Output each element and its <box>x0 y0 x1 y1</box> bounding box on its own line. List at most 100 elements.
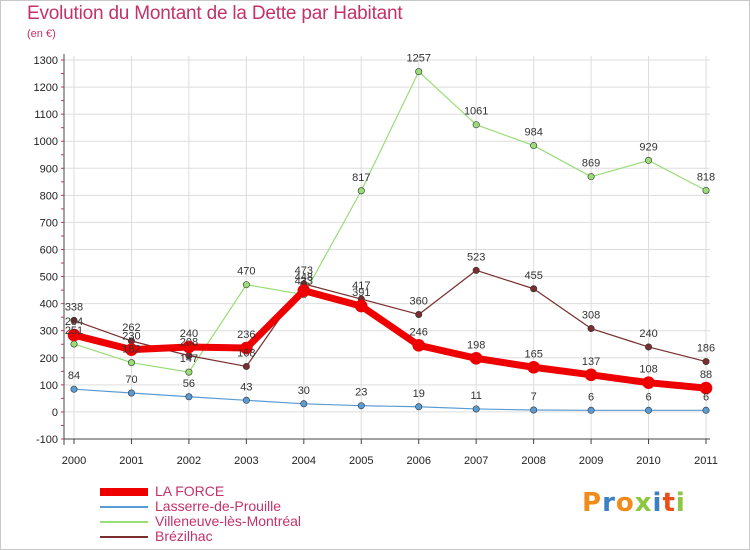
data-point-lasserre-de-prouille <box>242 396 250 404</box>
data-label-villeneuve-les-montreal: 147 <box>180 353 198 365</box>
series-line-la-force <box>70 287 710 392</box>
data-point-lasserre-de-prouille <box>70 385 78 393</box>
data-label-lasserre-de-prouille: 23 <box>355 387 367 399</box>
data-point-villeneuve-les-montreal <box>645 156 653 164</box>
data-point-villeneuve-les-montreal <box>242 281 250 289</box>
data-label-la-force: 240 <box>180 328 198 340</box>
data-label-villeneuve-les-montreal: 818 <box>697 171 715 183</box>
data-label-villeneuve-les-montreal: 1061 <box>464 106 488 118</box>
data-label-la-force: 230 <box>122 331 140 343</box>
data-point-la-force <box>67 328 81 342</box>
data-point-lasserre-de-prouille <box>530 406 538 414</box>
x-tick-label: 2007 <box>464 455 488 467</box>
data-label-villeneuve-les-montreal: 470 <box>237 266 255 278</box>
logo-letter: r <box>602 488 616 518</box>
legend-item-villeneuve-les-montreal: Villeneuve-lès-Montréal <box>100 514 430 529</box>
logo-letter: o <box>615 488 635 518</box>
legend-label: Villeneuve-lès-Montréal <box>155 513 302 529</box>
data-label-brezilhac: 473 <box>295 265 313 277</box>
x-tick-label: 2006 <box>406 455 430 467</box>
legend-swatch <box>100 487 148 496</box>
y-tick-label: 700 <box>40 217 58 229</box>
data-label-brezilhac: 262 <box>122 322 140 334</box>
data-label-villeneuve-les-montreal: 984 <box>524 127 542 139</box>
data-label-brezilhac: 168 <box>237 347 255 359</box>
data-point-villeneuve-les-montreal <box>530 142 538 150</box>
data-label-lasserre-de-prouille: 43 <box>240 381 252 393</box>
data-point-brezilhac <box>415 310 423 318</box>
proxiti-logo: Proxiti <box>582 488 686 518</box>
legend-item-brezilhac: Brézilhac <box>100 529 430 544</box>
logo-letter: P <box>582 488 603 518</box>
data-label-villeneuve-les-montreal: 929 <box>639 141 657 153</box>
series-layer <box>67 68 713 414</box>
grid <box>64 56 710 440</box>
data-labels-layer: 84 70 56 43 30 23 19 11 7 6 6 6 251 182 147 470 433 817 12… <box>65 53 715 404</box>
data-point-la-force <box>699 381 713 395</box>
y-tick-label: 0 <box>52 407 58 419</box>
data-point-brezilhac <box>587 325 595 333</box>
chart-title: Evolution du Montant de la Dette par Hab… <box>27 3 403 24</box>
data-point-villeneuve-les-montreal <box>185 368 193 376</box>
data-point-la-force <box>642 376 655 389</box>
data-label-brezilhac: 338 <box>65 301 83 313</box>
legend-item-lasserre-de-prouille: Lasserre-de-Prouille <box>100 499 430 514</box>
logo-letter: t <box>662 488 676 518</box>
data-label-lasserre-de-prouille: 70 <box>125 374 137 386</box>
data-label-la-force: 165 <box>524 348 542 360</box>
legend-label: LA FORCE <box>155 483 225 499</box>
y-tick-label: 100 <box>40 380 58 392</box>
y-tick-label: 1100 <box>34 109 58 121</box>
data-point-villeneuve-les-montreal <box>127 359 135 367</box>
y-axis-ticks: -100 0 100 200 300 400 500 600 700 800 900 1000 1100… <box>34 55 58 446</box>
data-label-la-force: 108 <box>639 364 657 376</box>
data-label-la-force: 448 <box>295 272 313 284</box>
data-label-brezilhac: 308 <box>582 310 600 322</box>
data-point-la-force <box>240 341 253 355</box>
data-label-la-force: 198 <box>467 339 485 351</box>
data-point-lasserre-de-prouille <box>300 400 308 408</box>
data-point-lasserre-de-prouille <box>127 389 135 397</box>
y-tick-label: 1300 <box>34 55 58 67</box>
data-point-lasserre-de-prouille <box>645 406 653 414</box>
logo-letter: x <box>634 488 653 518</box>
data-point-la-force <box>584 368 598 382</box>
data-label-la-force: 246 <box>410 326 428 338</box>
x-tick-label: 2005 <box>349 455 373 467</box>
data-point-brezilhac <box>70 316 78 324</box>
data-label-villeneuve-les-montreal: 182 <box>122 344 140 356</box>
series-line-brezilhac <box>73 269 707 368</box>
data-point-brezilhac <box>242 362 250 370</box>
data-point-lasserre-de-prouille <box>415 403 423 411</box>
data-point-lasserre-de-prouille <box>185 393 193 401</box>
legend: LA FORCE Lasserre-de-Prouille Villeneuve-l… <box>100 484 430 544</box>
data-label-la-force: 391 <box>352 287 370 299</box>
x-tick-label: 2002 <box>177 455 201 467</box>
series-line-lasserre-de-prouille <box>73 388 707 411</box>
data-label-lasserre-de-prouille: 6 <box>588 391 594 403</box>
y-tick-label: 500 <box>40 272 58 284</box>
axes <box>61 54 710 445</box>
data-point-la-force <box>469 352 483 365</box>
data-point-la-force <box>354 299 368 313</box>
data-label-lasserre-de-prouille: 84 <box>68 370 80 382</box>
x-axis-ticks: 2000 2001 2002 2003 2004 2005 2006 2007 2008 2009… <box>62 439 718 467</box>
data-point-la-force <box>182 340 196 354</box>
data-point-villeneuve-les-montreal <box>415 68 423 76</box>
y-tick-label: 1000 <box>34 136 58 148</box>
legend-item-la-force: LA FORCE <box>100 484 430 499</box>
data-point-brezilhac <box>702 358 710 366</box>
data-label-villeneuve-les-montreal: 1257 <box>406 53 430 65</box>
data-label-la-force: 88 <box>700 369 712 381</box>
y-tick-label: 400 <box>40 299 58 311</box>
data-label-lasserre-de-prouille: 30 <box>298 385 310 397</box>
y-tick-label: 300 <box>40 326 58 338</box>
data-point-la-force <box>527 360 540 374</box>
x-tick-label: 2000 <box>62 455 86 467</box>
chart-subtitle: (en €) <box>27 28 56 40</box>
y-tick-label: 900 <box>40 163 58 175</box>
data-point-villeneuve-les-montreal <box>70 340 78 348</box>
legend-label: Brézilhac <box>155 528 213 544</box>
x-tick-label: 2009 <box>579 455 603 467</box>
